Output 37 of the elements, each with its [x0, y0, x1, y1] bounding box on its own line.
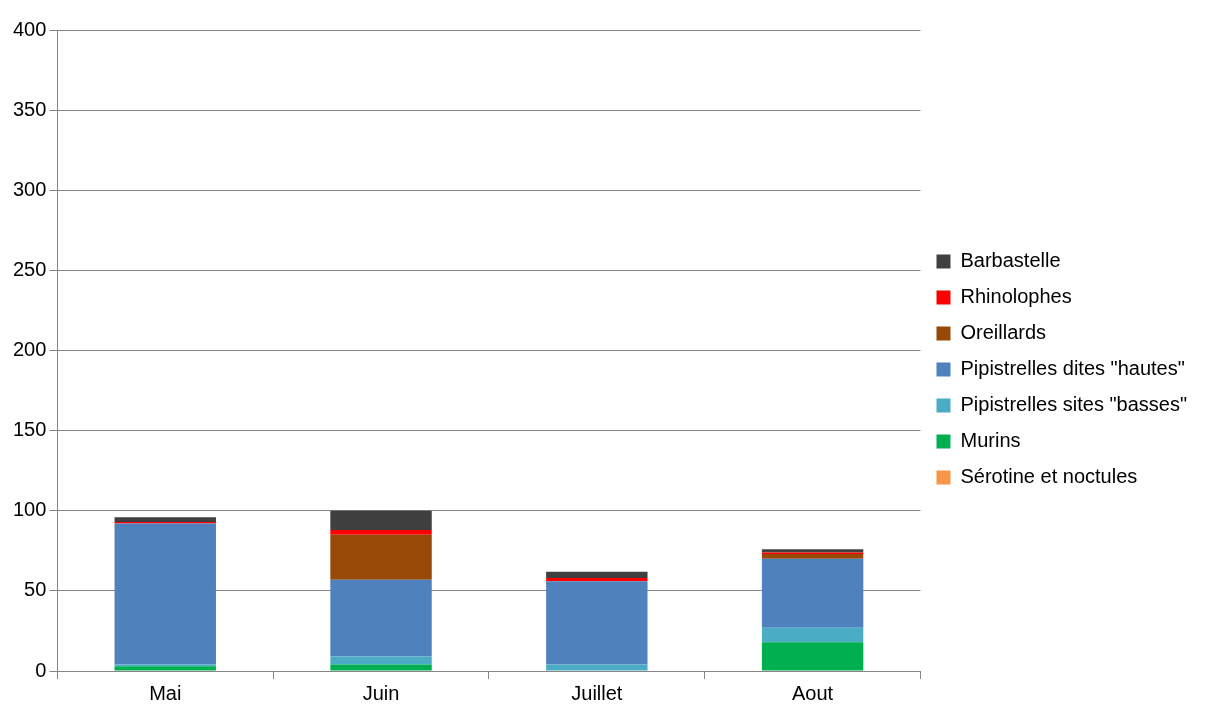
y-tick-label: 50: [24, 578, 47, 601]
legend-label: Murins: [960, 429, 1021, 452]
x-tick-label: Juillet: [571, 681, 623, 704]
bar: [114, 523, 216, 665]
bar: [546, 664, 648, 671]
bar: [761, 558, 864, 628]
bar: [330, 529, 432, 535]
x-tick-label: Aout: [792, 681, 834, 704]
bar: [546, 571, 648, 579]
y-tick-label: 250: [12, 257, 47, 280]
legend-label: Oreillards: [960, 321, 1047, 344]
y-tick-label: 300: [12, 177, 47, 200]
bar: [546, 581, 648, 665]
bar: [761, 642, 864, 671]
bar: [330, 664, 432, 671]
bar: [761, 627, 864, 643]
legend-label: Pipistrelles sites "basses": [960, 393, 1188, 416]
legend-label: Sérotine et noctules: [960, 465, 1138, 488]
x-tick-label: Juin: [362, 681, 400, 704]
legend-label: Barbastelle: [960, 249, 1061, 272]
y-tick-label: 0: [35, 658, 47, 681]
y-tick-label: 100: [12, 498, 47, 521]
legend-label: Pipistrelles dites "hautes": [960, 357, 1185, 380]
bar: [330, 656, 432, 665]
bar: [330, 510, 432, 530]
legend-label: Rhinolophes: [960, 285, 1072, 308]
bar: [330, 534, 432, 580]
bar: [114, 517, 216, 522]
bar: [114, 666, 216, 671]
y-tick-label: 200: [12, 338, 47, 361]
bar: [330, 579, 432, 657]
x-tick-label: Mai: [149, 681, 182, 704]
y-tick-label: 400: [12, 17, 47, 40]
bar: [546, 578, 648, 582]
bar: [761, 554, 864, 559]
y-tick-label: 350: [12, 97, 47, 120]
y-tick-label: 150: [12, 418, 47, 441]
